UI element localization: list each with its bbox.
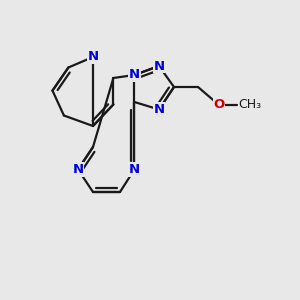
Text: N: N: [129, 68, 140, 82]
Text: N: N: [153, 59, 165, 73]
Text: N: N: [153, 103, 165, 116]
Text: N: N: [87, 50, 99, 64]
Text: O: O: [213, 98, 225, 112]
Text: N: N: [72, 163, 84, 176]
Text: N: N: [129, 163, 140, 176]
Text: CH₃: CH₃: [238, 98, 262, 112]
